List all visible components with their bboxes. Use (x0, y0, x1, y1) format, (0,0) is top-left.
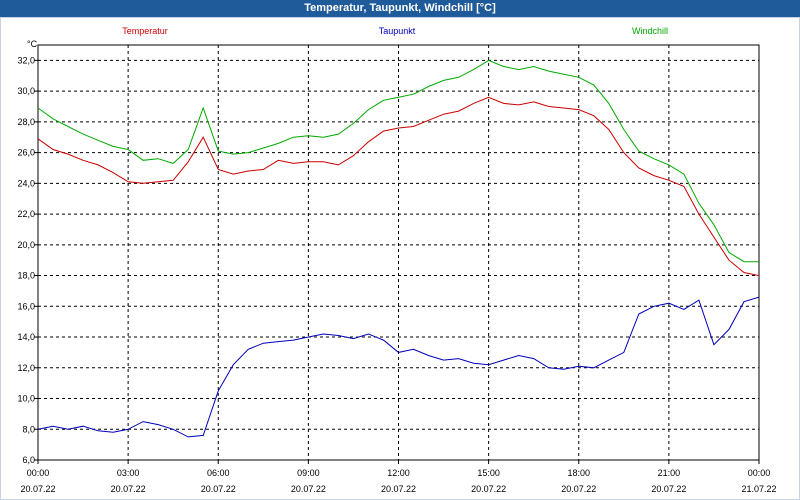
series-line-temperatur (37, 96, 760, 277)
series-line-taupunkt (37, 296, 760, 438)
x-tick-time: 21:00 (658, 468, 681, 478)
x-tick-time: 00:00 (27, 468, 50, 478)
window-title: Temperatur, Taupunkt, Windchill [°C] (0, 0, 800, 17)
x-tick-date: 20.07.22 (651, 484, 686, 494)
y-tick-label: 24,0 (17, 178, 35, 188)
x-tick-date: 20.07.22 (291, 484, 326, 494)
x-tick-date: 20.07.22 (561, 484, 596, 494)
x-tick-time: 12:00 (387, 468, 410, 478)
grid-lines (38, 45, 759, 460)
legend-windchill: Windchill (632, 26, 668, 36)
y-axis-unit: °C (27, 39, 38, 49)
y-tick-label: 20,0 (17, 240, 35, 250)
x-tick-time: 15:00 (477, 468, 500, 478)
y-axis-ticks: 6,0 8,0 10,0 12,0 14,0 16,0 18,0 20,0 22,0 24,0 26… (17, 55, 38, 465)
x-tick-time: 03:00 (117, 468, 140, 478)
x-tick-date: 20.07.22 (381, 484, 416, 494)
x-tick-date: 20.07.22 (471, 484, 506, 494)
x-tick-date: 20.07.22 (20, 484, 55, 494)
x-axis-ticks: 00:00 20.07.22 03:00 20.07.22 06:00 20.07.22 0… (20, 460, 777, 494)
x-tick-time: 18:00 (567, 468, 590, 478)
y-tick-label: 14,0 (17, 332, 35, 342)
y-tick-label: 32,0 (17, 55, 35, 65)
y-tick-label: 30,0 (17, 86, 35, 96)
y-tick-label: 16,0 (17, 301, 35, 311)
y-tick-label: 26,0 (17, 148, 35, 158)
x-tick-date: 21.07.22 (741, 484, 776, 494)
y-tick-label: 28,0 (17, 117, 35, 127)
x-tick-date: 20.07.22 (201, 484, 236, 494)
x-tick-date: 20.07.22 (111, 484, 146, 494)
legend-temperatur: Temperatur (122, 26, 168, 36)
x-tick-time: 09:00 (297, 468, 320, 478)
x-tick-time: 06:00 (207, 468, 230, 478)
series-lines (37, 59, 760, 438)
y-tick-label: 10,0 (17, 394, 35, 404)
series-line-windchill (37, 59, 759, 263)
y-tick-label: 8,0 (22, 424, 35, 434)
y-tick-label: 6,0 (22, 455, 35, 465)
y-tick-label: 22,0 (17, 209, 35, 219)
x-tick-time: 00:00 (748, 468, 771, 478)
y-tick-label: 12,0 (17, 363, 35, 373)
legend-taupunkt: Taupunkt (379, 26, 416, 36)
y-tick-label: 18,0 (17, 271, 35, 281)
